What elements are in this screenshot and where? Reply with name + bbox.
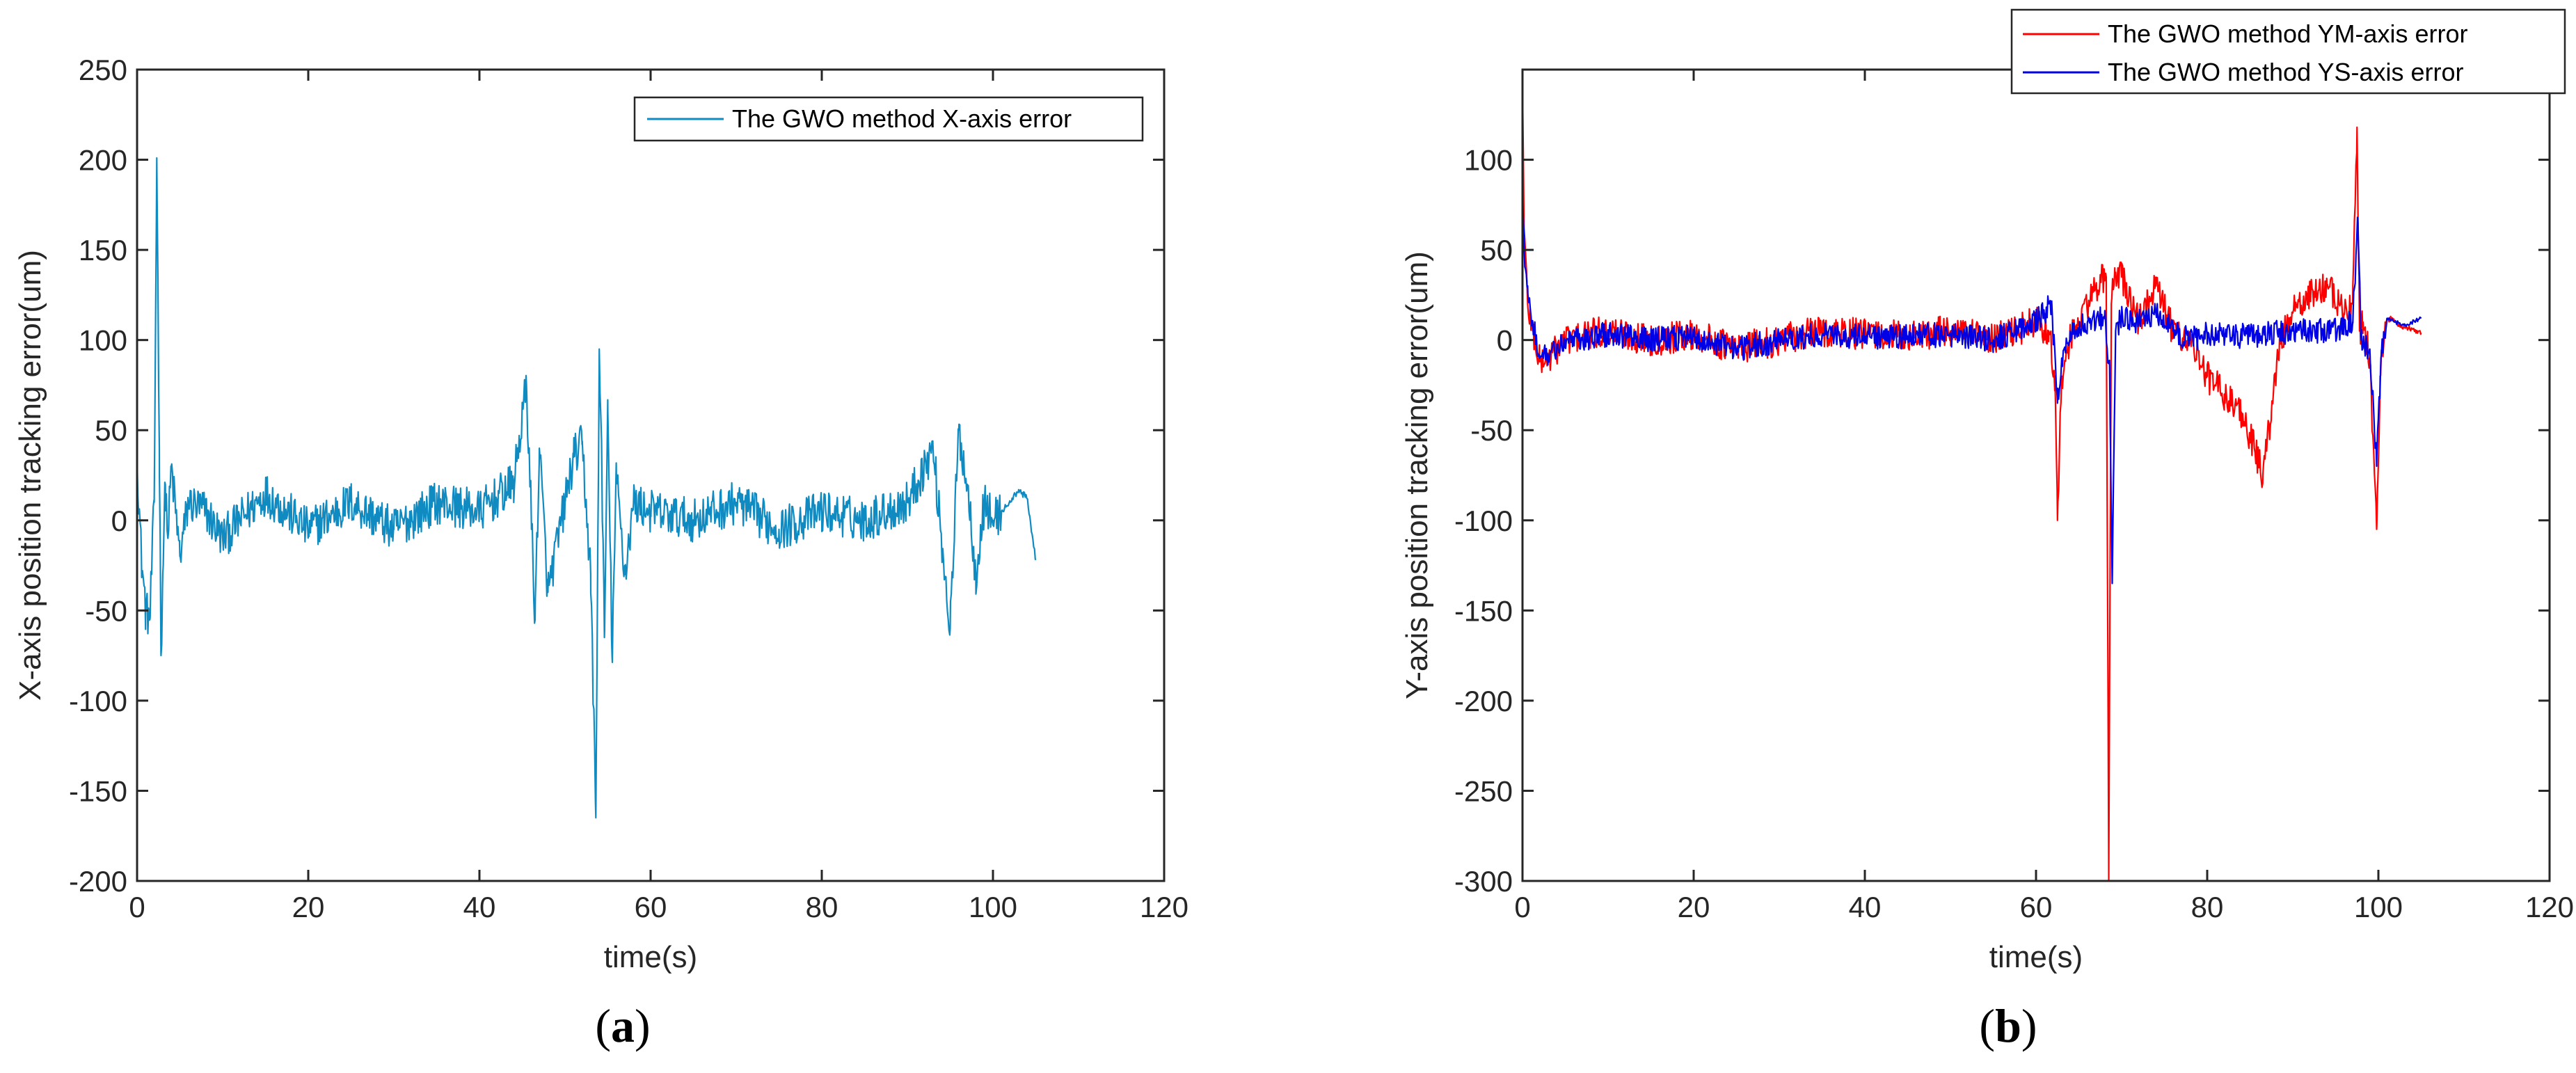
chart-b-ytick-label: -200 (1454, 685, 1513, 717)
chart-a-xtick-label: 40 (463, 891, 496, 923)
chart-a-ytick-label: -200 (69, 865, 127, 898)
chart-a-x-ticks: 0 20 40 60 80 100 120 (129, 70, 1188, 923)
caption-b-open: ( (1979, 999, 1996, 1052)
caption-a-close: ) (635, 999, 651, 1052)
chart-a-xtick-label: 120 (1140, 891, 1188, 923)
caption-a-letter: a (611, 999, 635, 1052)
chart-b-svg: 0 20 40 60 80 100 120 -300-250-200-150-100-500… (1400, 8, 2574, 974)
chart-b-plot-lines (1521, 87, 2422, 882)
chart-panel-b: 0 20 40 60 80 100 120 -300 -250 -200 -150 -100 -50 0… (1288, 0, 2576, 1073)
chart-a-xtick-label: 100 (969, 891, 1017, 923)
chart-a-plot-lines (136, 157, 1037, 819)
chart-a-xtick-label: 20 (292, 891, 325, 923)
chart-a-ytick-label: 0 (111, 504, 127, 537)
chart-b-xtick-label: 80 (2191, 891, 2224, 923)
chart-a-axes-box (136, 68, 1166, 882)
chart-a-xtick-label: 60 (635, 891, 667, 923)
chart-b-ytick-label: 0 (1497, 324, 1513, 357)
chart-b-legend-label-ym: The GWO method YM-axis error (2108, 19, 2467, 48)
chart-b-ytick-label: -300 (1454, 865, 1513, 898)
chart-b-x-ticks: 0 20 40 60 80 100 120 (1514, 70, 2574, 923)
chart-b-axes-box (1521, 68, 2551, 882)
chart-a-xlabel: time(s) (604, 940, 697, 974)
chart-a-xtick-label: 0 (129, 891, 145, 923)
chart-b-xtick-label: 120 (2525, 891, 2574, 923)
chart-a-legend-label: The GWO method X-axis error (732, 104, 1072, 133)
chart-b-xtick-label: 60 (2020, 891, 2053, 923)
chart-a-ytick-label: 100 (79, 324, 127, 357)
chart-a-ytick-label: -100 (69, 685, 127, 717)
chart-a-ytick-label: 200 (79, 144, 127, 177)
caption-b-letter: b (1995, 999, 2021, 1052)
chart-b-ylabel: Y-axis position tracking error(um) (1400, 251, 1434, 699)
chart-a-ylabel: X-axis position tracking error(um) (13, 250, 47, 701)
chart-b-legend-label-ys: The GWO method YS-axis error (2108, 58, 2464, 86)
caption-a-open: ( (595, 999, 611, 1052)
chart-b-ytick-label: -50 (1470, 414, 1513, 447)
chart-b-xlabel: time(s) (1989, 940, 2083, 974)
caption-b: (b) (1904, 999, 2113, 1054)
chart-b-y-ticks: -300 -250 -200 -150 -100 -50 0 50 100 (1454, 144, 2550, 898)
chart-b-legend-box (2010, 8, 2566, 95)
caption-a: (a) (518, 999, 727, 1054)
chart-panel-a: 0 20 40 60 80 100 120 -200 -150 -100 -50 0 50 100 150… (0, 0, 1246, 1073)
chart-b-ytick-label: -250 (1454, 774, 1513, 807)
chart-a-series-1-line (136, 157, 1037, 819)
chart-a-ytick-label: -150 (69, 774, 127, 807)
chart-b-xtick-label: 20 (1678, 891, 1710, 923)
chart-b-series-1-line (1521, 87, 2422, 882)
chart-a-ytick-label: -50 (85, 594, 127, 627)
caption-b-close: ) (2021, 999, 2037, 1052)
chart-b-xtick-label: 100 (2354, 891, 2403, 923)
chart-a-svg: 0 20 40 60 80 100 120 -200 -150 -100 -50 0 50 100 150… (13, 54, 1188, 974)
chart-a-ytick-label: 250 (79, 54, 127, 86)
chart-a-ytick-label: 150 (79, 234, 127, 267)
chart-b-legend: The GWO method YM-axis error The GWO met… (2010, 8, 2566, 95)
chart-b-ytick-label: -150 (1454, 594, 1513, 627)
chart-b-xtick-label: 0 (1514, 891, 1530, 923)
chart-b-xtick-label: 40 (1849, 891, 1882, 923)
chart-a-legend: The GWO method X-axis error (633, 96, 1144, 142)
chart-b-ytick-label: -100 (1454, 504, 1513, 537)
chart-b-ytick-label: 50 (1480, 234, 1513, 267)
chart-a-y-ticks: -200 -150 -100 -50 0 50 100 150 200 250 (69, 54, 1164, 898)
chart-a-xtick-label: 80 (806, 891, 838, 923)
chart-b-ytick-label: 100 (1464, 144, 1513, 177)
chart-a-ytick-label: 50 (95, 414, 127, 447)
chart-b-series-2-line (1521, 196, 2422, 585)
